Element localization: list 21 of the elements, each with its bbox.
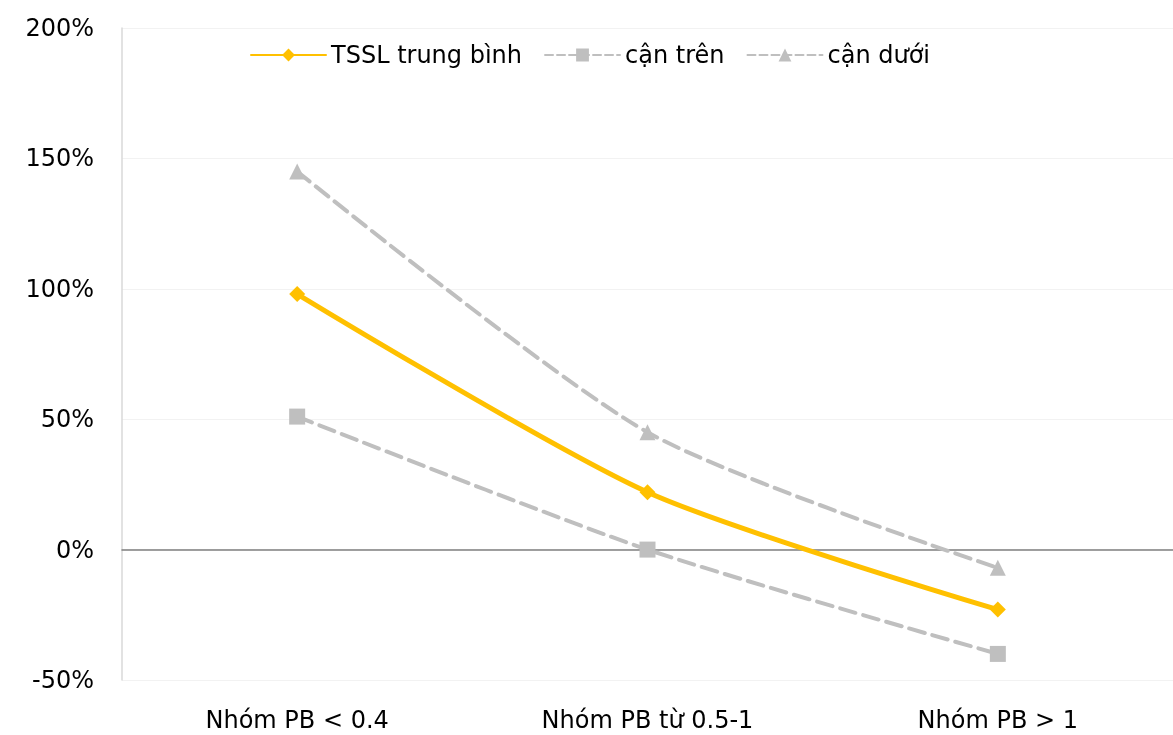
point bbox=[639, 484, 656, 501]
point bbox=[289, 163, 306, 180]
x-tick-label: Nhóm PB > 1 bbox=[917, 706, 1079, 734]
point bbox=[289, 286, 306, 303]
y-tick-label: 150% bbox=[25, 144, 94, 173]
x-tick-label: Nhóm PB < 0.4 bbox=[205, 706, 389, 734]
y-tick-label: -50% bbox=[31, 666, 94, 694]
point bbox=[989, 601, 1006, 618]
point bbox=[989, 645, 1006, 662]
point bbox=[639, 424, 656, 441]
y-tick-label: 0% bbox=[55, 535, 94, 564]
point bbox=[639, 541, 656, 558]
legend-label: TSSL trung bình bbox=[330, 41, 523, 69]
legend-label: cận dưới bbox=[827, 41, 931, 69]
y-tick-label: 200% bbox=[25, 14, 94, 42]
x-tick-label: Nhóm PB từ 0.5-1 bbox=[541, 706, 754, 734]
y-tick-label: 100% bbox=[25, 274, 94, 303]
y-tick-label: 50% bbox=[40, 405, 94, 434]
point bbox=[989, 559, 1006, 576]
point bbox=[289, 408, 306, 425]
legend-label: cận trên bbox=[625, 41, 725, 69]
